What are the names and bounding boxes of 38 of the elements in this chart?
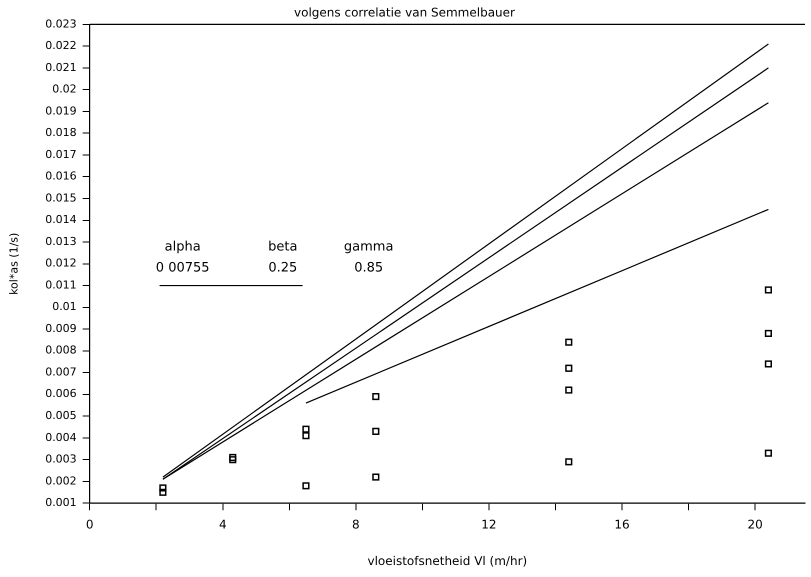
y-tick-label: 0.015 [45,191,77,204]
y-tick-label: 0.011 [45,278,77,292]
y-tick-label: 0.005 [45,409,77,422]
x-tick-label: 0 [86,518,94,532]
y-tick-label: 0.018 [45,126,77,140]
annotation: alpha [164,239,201,254]
x-tick-label: 16 [614,518,630,532]
y-tick-label: 0.023 [45,17,77,30]
y-tick-label: 0.02 [52,82,77,96]
y-tick-label: 0.019 [45,104,77,118]
y-tick-label: 0.021 [45,60,77,74]
y-tick-label: 0.017 [45,148,77,161]
y-tick-label: 0.009 [45,322,77,335]
y-tick-label: 0.001 [45,496,77,510]
x-tick-label: 4 [218,518,227,532]
y-tick-label: 0.012 [45,256,77,270]
y-tick-label: 0.008 [45,344,77,357]
annotation: 0.85 [354,260,384,276]
y-tick-label: 0.014 [45,213,77,226]
x-tick-label: 20 [747,518,763,532]
y-axis-title: kol*as (1/s) [7,232,20,295]
y-tick-label: 0.004 [45,430,77,444]
y-tick-label: 0.022 [45,39,77,52]
x-tick-label: 8 [352,518,360,532]
chart-title: volgens correlatie van Semmelbauer [294,5,516,20]
annotation: beta [268,239,298,254]
x-tick-label: 12 [481,518,497,532]
y-tick-label: 0.007 [45,365,77,378]
y-tick-label: 0.002 [45,474,77,488]
y-tick-label: 0.006 [45,387,77,400]
annotation: gamma [344,239,394,254]
y-tick-label: 0.016 [45,170,77,183]
annotation: 0 00755 [156,260,210,276]
annotation: 0.25 [268,260,298,276]
y-tick-label: 0.013 [45,234,77,248]
y-tick-label: 0.003 [45,452,77,466]
y-tick-label: 0.01 [52,300,77,314]
x-axis-title: vloeistofsnetheid Vl (m/hr) [367,554,528,568]
